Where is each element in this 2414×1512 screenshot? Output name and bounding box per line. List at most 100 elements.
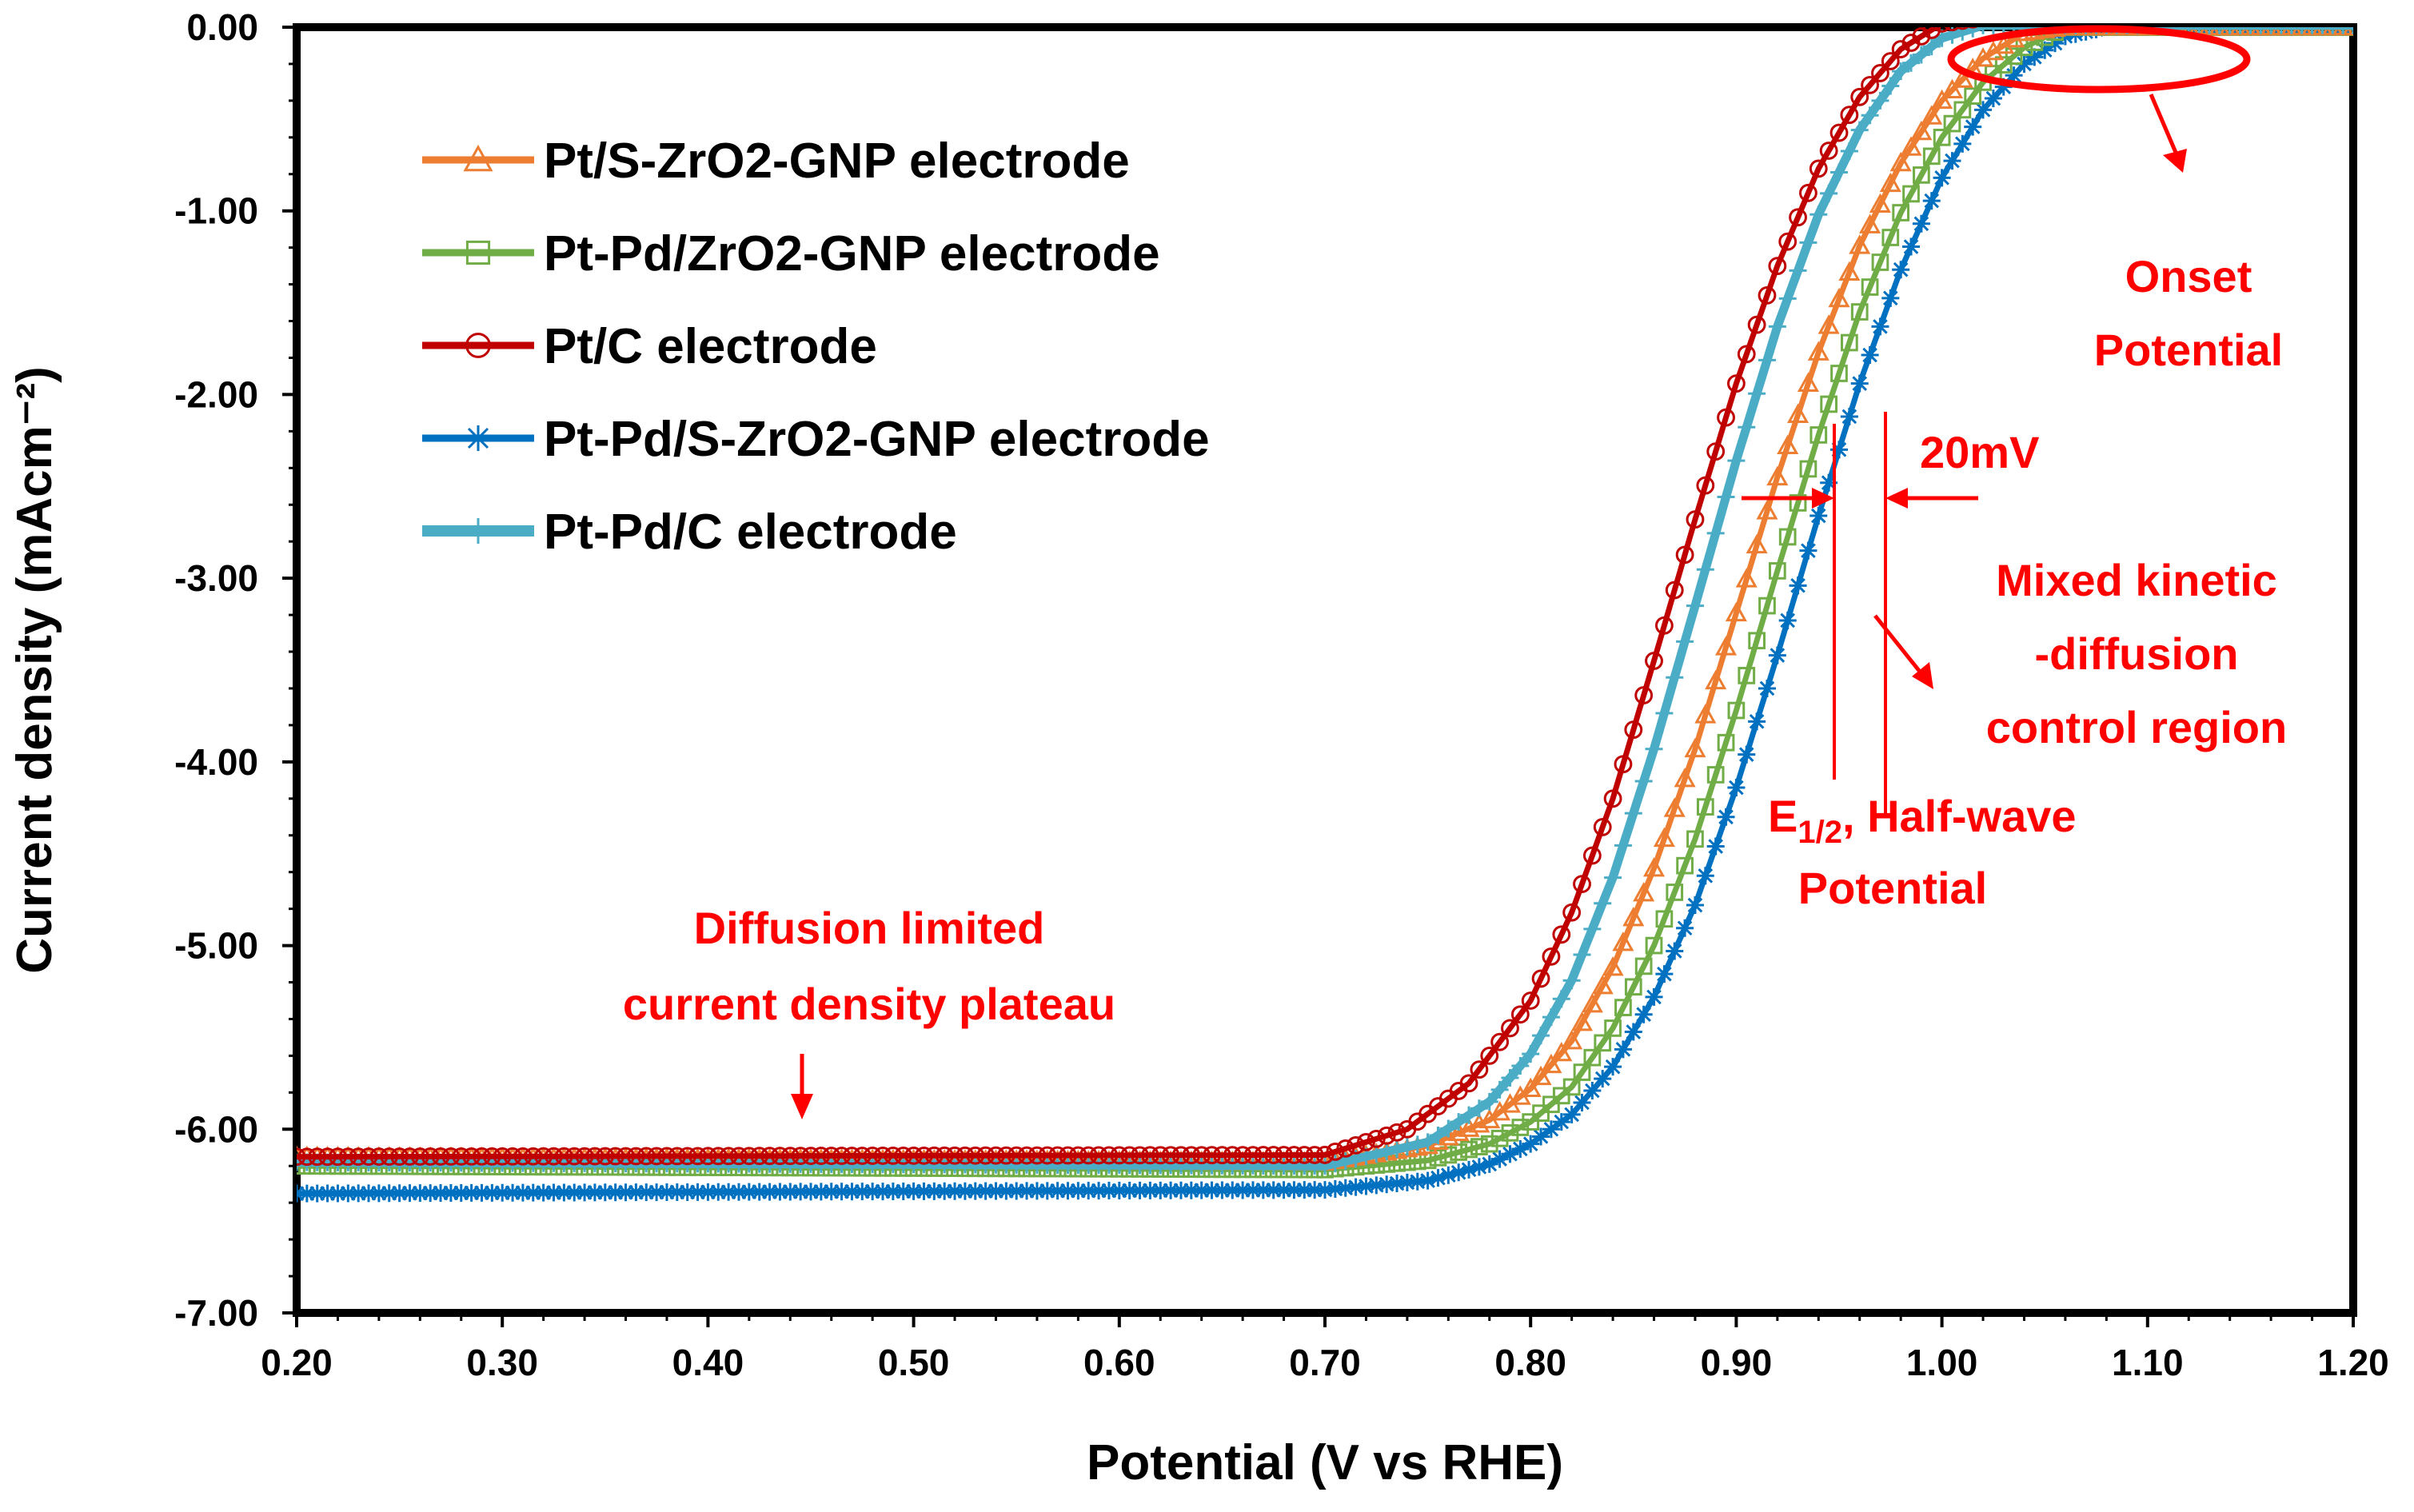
data-point xyxy=(1696,867,1714,885)
data-point xyxy=(1171,1181,1190,1199)
data-point xyxy=(1624,804,1642,823)
data-point xyxy=(1684,737,1706,758)
data-point xyxy=(596,1147,615,1166)
data-point xyxy=(1068,1146,1087,1165)
data-point xyxy=(1850,87,1869,106)
legend-item: Pt/S-ZrO2-GNP electrode xyxy=(422,134,1130,189)
data-point xyxy=(1604,1019,1622,1037)
data-point xyxy=(1850,374,1869,393)
data-point xyxy=(1552,1113,1570,1131)
half-wave-e: E xyxy=(1768,791,1798,841)
data-point xyxy=(1717,808,1735,826)
data-point xyxy=(1501,1019,1519,1038)
data-point xyxy=(493,1183,512,1202)
data-point xyxy=(360,1184,378,1203)
data-point xyxy=(1902,185,1920,203)
data-point xyxy=(832,1147,851,1165)
data-point xyxy=(1747,315,1766,334)
data-point xyxy=(1480,1135,1498,1153)
data-point xyxy=(802,1183,820,1201)
data-point xyxy=(2321,27,2344,36)
data-point xyxy=(2054,27,2077,36)
axis-ticks xyxy=(282,26,2355,1327)
data-point xyxy=(1655,965,1674,983)
data-point xyxy=(1367,1145,1386,1163)
data-point xyxy=(2300,27,2304,34)
data-point xyxy=(647,1147,666,1166)
data-point xyxy=(1027,1146,1047,1165)
legend-label: Pt-Pd/ZrO2-GNP electrode xyxy=(544,226,1160,281)
data-point xyxy=(1275,1146,1293,1164)
x-tick-labels: 0.20 0.30 0.40 0.50 0.60 0.70 0.80 0.90 1.00 1.10… xyxy=(261,1342,2389,1383)
data-point xyxy=(1799,183,1817,202)
onset-label-line1: Onset xyxy=(2125,251,2252,301)
data-point xyxy=(1573,1093,1591,1111)
data-point xyxy=(359,1147,378,1166)
data-point xyxy=(1120,1146,1139,1165)
data-point xyxy=(1840,106,1859,125)
data-point xyxy=(1531,969,1550,988)
data-point xyxy=(1892,261,1910,279)
data-point xyxy=(1951,68,1973,88)
data-point xyxy=(390,1184,409,1203)
data-point xyxy=(729,1147,748,1166)
data-point xyxy=(1666,668,1684,687)
data-point xyxy=(1316,1157,1334,1175)
data-point xyxy=(432,1184,450,1203)
x-axis-title: Potential (V vs RHE) xyxy=(1087,1435,1563,1490)
data-point xyxy=(852,1147,872,1165)
y-tick-label: -1.00 xyxy=(174,190,258,232)
data-point xyxy=(1892,204,1910,221)
data-point xyxy=(1521,991,1540,1010)
data-point xyxy=(462,1183,481,1202)
data-point xyxy=(349,1147,368,1167)
data-point xyxy=(1460,1160,1478,1179)
data-point xyxy=(1727,452,1746,470)
data-point xyxy=(2218,27,2221,34)
data-point xyxy=(1387,1123,1407,1142)
data-point xyxy=(771,1147,789,1166)
data-point xyxy=(329,1147,347,1167)
data-point xyxy=(1624,978,1642,996)
data-point xyxy=(380,1184,398,1203)
data-point xyxy=(1830,441,1848,459)
data-point xyxy=(1602,956,1624,976)
data-point xyxy=(369,1184,388,1203)
data-point xyxy=(1562,903,1582,922)
data-point xyxy=(1522,1135,1540,1153)
data-point xyxy=(473,1183,491,1202)
data-point xyxy=(1717,408,1735,427)
data-point xyxy=(1593,818,1612,836)
data-point xyxy=(1972,46,1994,67)
data-point xyxy=(1810,205,1828,224)
data-point xyxy=(2320,27,2324,34)
mixed-region-line2: -diffusion xyxy=(2034,628,2238,679)
data-point xyxy=(1968,27,1978,29)
data-point xyxy=(873,1147,892,1165)
data-point xyxy=(401,1147,419,1166)
data-point xyxy=(2280,27,2283,34)
data-point xyxy=(1305,1146,1324,1164)
data-point xyxy=(2239,27,2242,34)
data-point xyxy=(1007,1146,1026,1165)
data-point xyxy=(390,1147,409,1166)
data-point xyxy=(1655,910,1674,928)
data-point xyxy=(1418,1133,1437,1151)
data-point xyxy=(1490,1150,1509,1168)
plateau-label-line2: current density plateau xyxy=(623,979,1115,1029)
data-point xyxy=(2046,34,2065,53)
data-point xyxy=(2248,27,2252,34)
data-point xyxy=(1018,1182,1036,1200)
data-point xyxy=(1799,233,1817,252)
data-point xyxy=(1768,317,1786,336)
data-point xyxy=(1634,772,1653,790)
data-point xyxy=(1778,232,1798,251)
data-point xyxy=(2198,27,2220,36)
data-point xyxy=(545,1183,563,1202)
data-point xyxy=(410,1147,429,1166)
data-point xyxy=(1717,733,1735,752)
data-point xyxy=(699,1147,717,1166)
x-tick-label: 0.20 xyxy=(261,1342,333,1383)
data-point xyxy=(1840,407,1858,425)
data-point xyxy=(1552,925,1571,944)
